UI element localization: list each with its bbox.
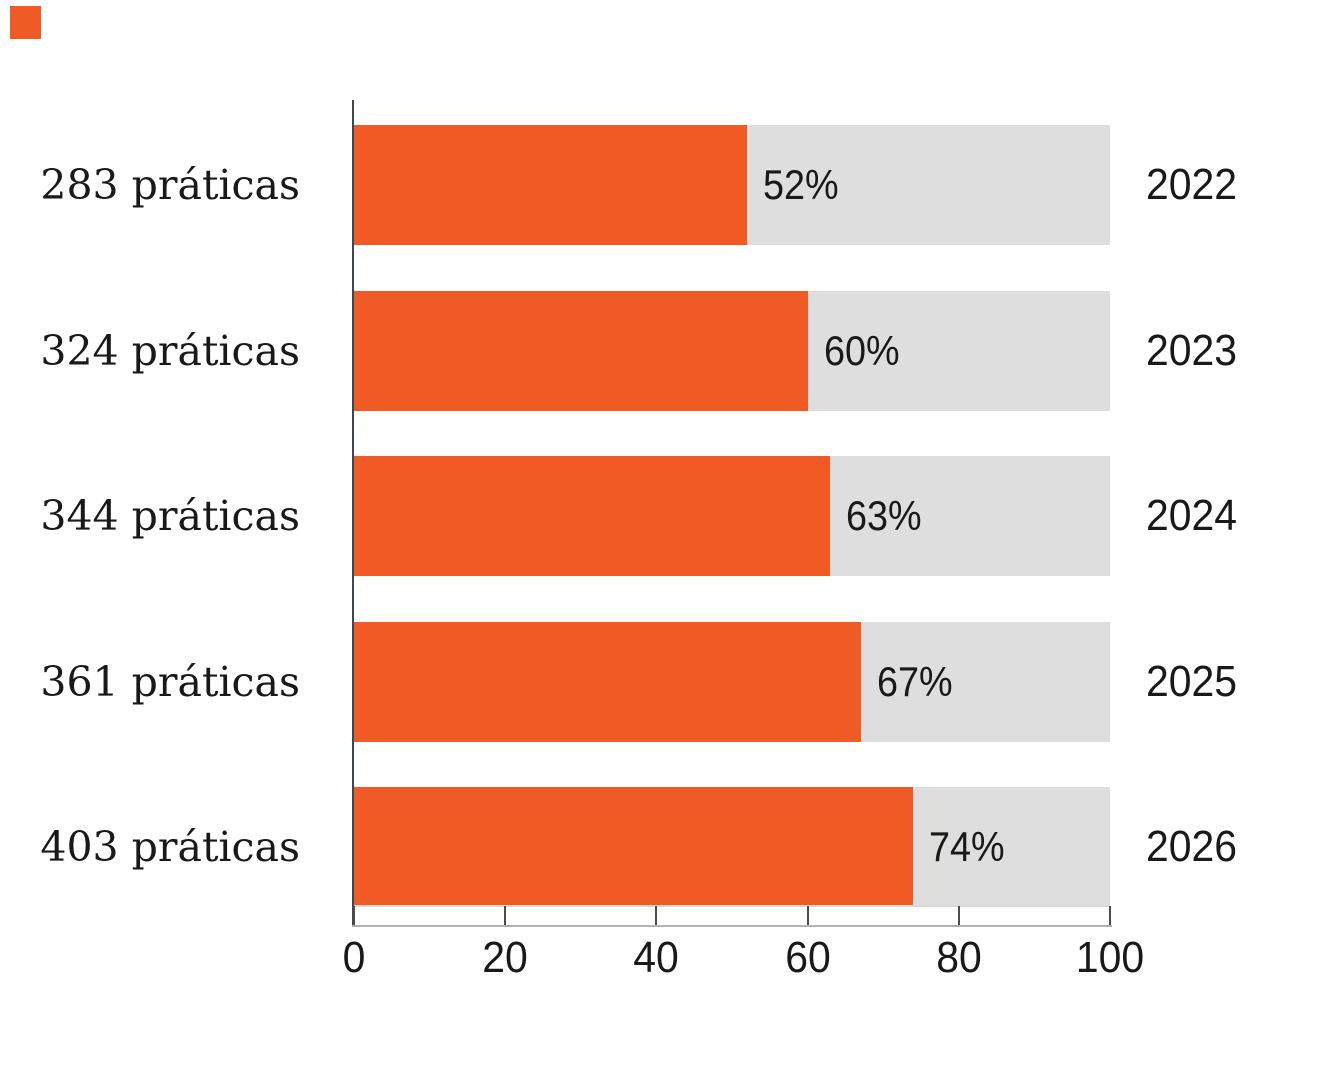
legend-color-chip xyxy=(10,6,41,39)
bar-fill xyxy=(354,456,831,576)
y-axis-line xyxy=(352,100,354,927)
axis-tick-mark xyxy=(806,906,809,925)
axis-baseline xyxy=(352,925,1112,927)
axis-tick-label: 80 xyxy=(936,933,982,982)
bar-fill xyxy=(354,125,748,245)
axis-top-line xyxy=(354,905,1110,907)
bar-percent-label: 52% xyxy=(763,161,839,208)
bar-track: 63% xyxy=(354,456,1110,576)
axis-tick-mark xyxy=(1109,906,1111,925)
bar-fill xyxy=(354,291,808,411)
year-label: 2025 xyxy=(1146,657,1238,706)
axis-tick-mark xyxy=(353,906,355,925)
axis-tick-label: 100 xyxy=(1075,933,1145,982)
practices-label: 403 práticas xyxy=(40,823,300,871)
bar-fill xyxy=(354,787,914,907)
bar-percent-label: 74% xyxy=(929,823,1006,870)
practices-label: 344 práticas xyxy=(40,492,300,540)
bar-percent-label: 63% xyxy=(846,492,922,539)
bar-track: 67% xyxy=(354,622,1110,742)
practices-label: 361 práticas xyxy=(40,658,300,706)
bar-percent-label: 60% xyxy=(823,327,900,374)
bar-percent-label: 67% xyxy=(876,658,953,705)
year-label: 2026 xyxy=(1146,822,1238,871)
bar-track: 60% xyxy=(354,291,1110,411)
axis-tick-label: 40 xyxy=(633,933,680,982)
practices-label: 324 práticas xyxy=(40,327,300,375)
bar-track: 52% xyxy=(354,125,1110,245)
axis-tick-mark xyxy=(504,906,507,925)
year-label: 2024 xyxy=(1146,491,1238,540)
axis-tick-mark xyxy=(957,906,960,925)
axis-tick-label: 20 xyxy=(482,933,528,982)
bar-fill xyxy=(354,622,861,742)
bar-track: 74% xyxy=(354,787,1110,907)
axis-tick-label: 0 xyxy=(342,933,366,982)
practices-label: 283 práticas xyxy=(40,161,300,209)
axis-tick-mark xyxy=(655,906,658,925)
year-label: 2023 xyxy=(1146,326,1238,375)
year-label: 2022 xyxy=(1146,160,1238,209)
axis-tick-label: 60 xyxy=(784,933,831,982)
